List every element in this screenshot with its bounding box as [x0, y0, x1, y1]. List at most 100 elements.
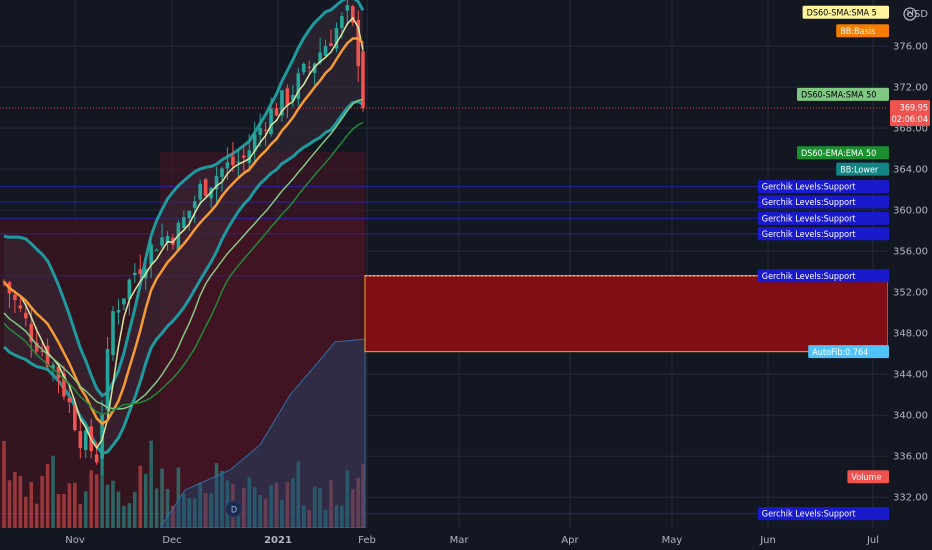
volume-bar — [187, 498, 192, 528]
candle-body — [18, 305, 23, 309]
series-tag-bg — [808, 345, 889, 359]
candle-body — [165, 235, 170, 243]
dividend-badge[interactable]: D — [225, 500, 243, 518]
volume-bar — [351, 489, 355, 528]
volume-bar — [318, 487, 322, 528]
candle-body — [285, 88, 290, 106]
candle-body — [138, 269, 143, 274]
time-tick-label: Nov — [65, 535, 85, 546]
candle-body — [105, 349, 110, 411]
candle-body — [214, 175, 219, 190]
volume-bar — [312, 486, 317, 528]
candle-body — [83, 430, 88, 450]
series-tag: Volume — [847, 470, 889, 484]
series-tag-label: DS60-EMA:EMA 50 — [801, 149, 876, 159]
volume-bar — [214, 463, 219, 528]
series-tag-bg — [802, 5, 889, 19]
series-tag-label: Gerchik Levels:Support — [762, 510, 856, 520]
volume-bar — [18, 476, 23, 528]
candle-body — [182, 217, 186, 229]
series-tag: Gerchik Levels:Support — [757, 180, 889, 194]
candle-body — [29, 323, 34, 342]
series-tag-label: Gerchik Levels:Support — [762, 183, 856, 193]
volume-bar — [154, 488, 159, 528]
series-tag-bg — [757, 227, 889, 241]
volume-bar — [291, 478, 295, 528]
volume-bar — [122, 505, 126, 528]
series-tag-label: DS60-SMA:SMA 50 — [801, 90, 876, 100]
candle-body — [236, 161, 241, 163]
volume-bar — [182, 493, 186, 528]
candle-body — [247, 150, 252, 163]
series-tag-bg — [757, 211, 889, 225]
series-tag: DS60-EMA:EMA 50 — [797, 146, 889, 160]
candle-body — [242, 155, 246, 158]
series-tag: Gerchik Levels:Support — [757, 227, 889, 241]
settings-icon[interactable] — [903, 7, 917, 21]
candle-body — [252, 134, 257, 152]
time-axis[interactable]: Nov Dec 2021 Feb Mar Apr May Jun Jul — [0, 528, 932, 550]
candle-body — [274, 108, 279, 116]
volume-bar — [127, 503, 132, 528]
chart-badges[interactable]: D — [225, 7, 917, 518]
volume-bar — [133, 491, 137, 528]
time-tick-label: Dec — [162, 535, 181, 546]
volume-bar — [274, 482, 279, 528]
candle-body — [111, 311, 115, 356]
price-tick-label: 368.00 — [893, 124, 928, 135]
volume-bar — [329, 480, 333, 528]
candle-body — [45, 345, 50, 367]
volume-bar — [242, 487, 246, 528]
candle-body — [24, 312, 28, 319]
time-tick-label: Jul — [866, 535, 879, 546]
candle-body — [198, 183, 202, 200]
price-axis[interactable]: 376.00 372.00 368.00 364.00 360.00 356.00 352.… — [888, 0, 932, 550]
candle-body — [356, 19, 361, 67]
candle-body — [225, 162, 230, 169]
support-zone-box — [364, 275, 889, 353]
volume-bar — [263, 498, 268, 528]
volume-bar — [280, 499, 284, 528]
price-tick-label: 344.00 — [893, 370, 928, 381]
volume-bar — [62, 493, 66, 528]
time-tick-label: 2021 — [264, 535, 292, 546]
candle-body — [340, 16, 344, 29]
series-tag: AutoFib:0.764 — [808, 345, 889, 359]
series-tags: DS60-SMA:SMA 5 BB:Basis DS60-SMA:SMA 50 DS6… — [0, 5, 930, 521]
volume-bar — [361, 463, 365, 528]
candle-body — [220, 168, 224, 177]
candle-body — [307, 66, 311, 68]
price-tick-label: 332.00 — [893, 493, 928, 504]
volume-bar — [176, 467, 181, 528]
volume-bar — [29, 481, 34, 528]
volume-bar — [192, 498, 197, 528]
time-tick-label: May — [662, 535, 683, 546]
volume-bar — [56, 493, 61, 528]
support-zone — [364, 275, 889, 353]
candle-body — [40, 350, 44, 352]
candle-body — [318, 52, 322, 63]
series-tag-bg — [797, 87, 889, 101]
candle-body — [361, 51, 365, 109]
dividend-badge-label: D — [231, 506, 237, 516]
volume-bar — [94, 474, 99, 528]
candle-body — [94, 454, 99, 463]
volume-bar — [247, 477, 252, 528]
candle-body — [78, 431, 83, 448]
price-tick-label: 372.00 — [893, 83, 928, 94]
volume-bar — [45, 463, 50, 528]
settings-icon-chevron — [906, 11, 914, 16]
candle-body — [154, 249, 159, 251]
candle-body — [329, 43, 333, 46]
volume-bar — [301, 505, 306, 528]
candle-body — [269, 108, 273, 135]
candle-body — [116, 310, 121, 313]
dividend-badge-circle — [225, 500, 243, 518]
price-tick-label: 364.00 — [893, 165, 928, 176]
candle-body — [187, 210, 192, 219]
volume-bar — [89, 470, 93, 528]
volume-bar — [209, 493, 213, 528]
series-tag-bg — [836, 162, 889, 176]
series-tag-label: Gerchik Levels:Support — [762, 214, 856, 224]
